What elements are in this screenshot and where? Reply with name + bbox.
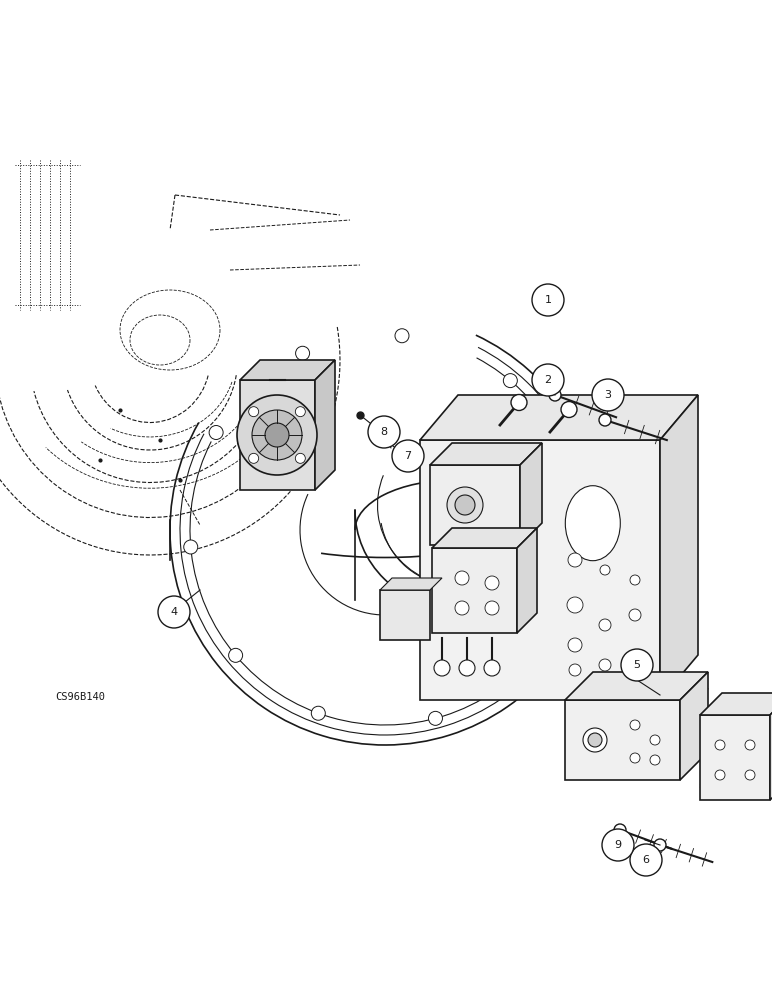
Circle shape xyxy=(630,844,662,876)
Polygon shape xyxy=(315,360,335,490)
Circle shape xyxy=(368,416,400,448)
Bar xyxy=(700,715,770,800)
Bar xyxy=(432,548,517,633)
Polygon shape xyxy=(660,395,698,700)
Polygon shape xyxy=(240,360,335,380)
Circle shape xyxy=(184,540,198,554)
Polygon shape xyxy=(680,672,708,780)
Bar xyxy=(565,700,680,780)
Text: 5: 5 xyxy=(634,660,641,670)
Ellipse shape xyxy=(565,486,620,561)
Polygon shape xyxy=(430,443,542,465)
Circle shape xyxy=(532,364,564,396)
Circle shape xyxy=(549,389,561,401)
Bar xyxy=(420,440,660,700)
Circle shape xyxy=(600,565,610,575)
Polygon shape xyxy=(420,395,698,440)
Circle shape xyxy=(588,733,602,747)
Circle shape xyxy=(252,410,302,460)
Circle shape xyxy=(583,728,607,752)
Circle shape xyxy=(428,711,442,725)
Circle shape xyxy=(296,346,310,360)
Circle shape xyxy=(459,660,475,676)
Circle shape xyxy=(392,440,424,472)
Circle shape xyxy=(455,571,469,585)
Circle shape xyxy=(630,575,640,585)
Circle shape xyxy=(249,407,259,417)
Polygon shape xyxy=(432,528,537,548)
Circle shape xyxy=(630,753,640,763)
Polygon shape xyxy=(520,443,542,545)
Circle shape xyxy=(599,659,611,671)
Polygon shape xyxy=(565,672,708,700)
Text: 4: 4 xyxy=(171,607,178,617)
Circle shape xyxy=(630,720,640,730)
Circle shape xyxy=(629,609,641,621)
Circle shape xyxy=(570,557,584,571)
Circle shape xyxy=(455,601,469,615)
Text: 3: 3 xyxy=(604,390,611,400)
Circle shape xyxy=(599,619,611,631)
Circle shape xyxy=(296,407,306,417)
Circle shape xyxy=(592,379,624,411)
Text: 8: 8 xyxy=(381,427,388,437)
Circle shape xyxy=(715,770,725,780)
Circle shape xyxy=(650,755,660,765)
Circle shape xyxy=(532,284,564,316)
Circle shape xyxy=(158,596,190,628)
Circle shape xyxy=(237,395,317,475)
Text: 7: 7 xyxy=(405,451,411,461)
Circle shape xyxy=(568,638,582,652)
Circle shape xyxy=(311,706,325,720)
Circle shape xyxy=(229,648,242,662)
Text: 6: 6 xyxy=(642,855,649,865)
Circle shape xyxy=(484,660,500,676)
Circle shape xyxy=(567,597,583,613)
Text: 2: 2 xyxy=(544,375,551,385)
Circle shape xyxy=(511,394,527,410)
Polygon shape xyxy=(380,578,442,590)
Circle shape xyxy=(599,414,611,426)
Circle shape xyxy=(561,401,577,418)
Text: 1: 1 xyxy=(544,295,551,305)
Circle shape xyxy=(265,423,289,447)
Circle shape xyxy=(602,829,634,861)
Circle shape xyxy=(249,453,259,463)
Circle shape xyxy=(650,735,660,745)
Circle shape xyxy=(745,740,755,750)
Text: CS96B140: CS96B140 xyxy=(55,692,105,702)
Circle shape xyxy=(561,456,575,470)
Circle shape xyxy=(745,770,755,780)
Circle shape xyxy=(455,495,475,515)
Circle shape xyxy=(503,374,517,388)
Circle shape xyxy=(516,661,530,675)
Circle shape xyxy=(485,601,499,615)
Circle shape xyxy=(654,839,666,851)
Polygon shape xyxy=(517,528,537,633)
Circle shape xyxy=(568,553,582,567)
Polygon shape xyxy=(700,693,772,715)
Bar xyxy=(430,465,520,545)
Circle shape xyxy=(395,329,409,343)
Bar xyxy=(380,590,430,640)
Circle shape xyxy=(485,576,499,590)
Polygon shape xyxy=(240,380,315,490)
Circle shape xyxy=(569,664,581,676)
Circle shape xyxy=(614,824,626,836)
Circle shape xyxy=(296,453,306,463)
Circle shape xyxy=(621,649,653,681)
Circle shape xyxy=(434,660,450,676)
Circle shape xyxy=(447,487,483,523)
Circle shape xyxy=(209,426,223,440)
Circle shape xyxy=(715,740,725,750)
Polygon shape xyxy=(770,693,772,800)
Text: 9: 9 xyxy=(615,840,621,850)
